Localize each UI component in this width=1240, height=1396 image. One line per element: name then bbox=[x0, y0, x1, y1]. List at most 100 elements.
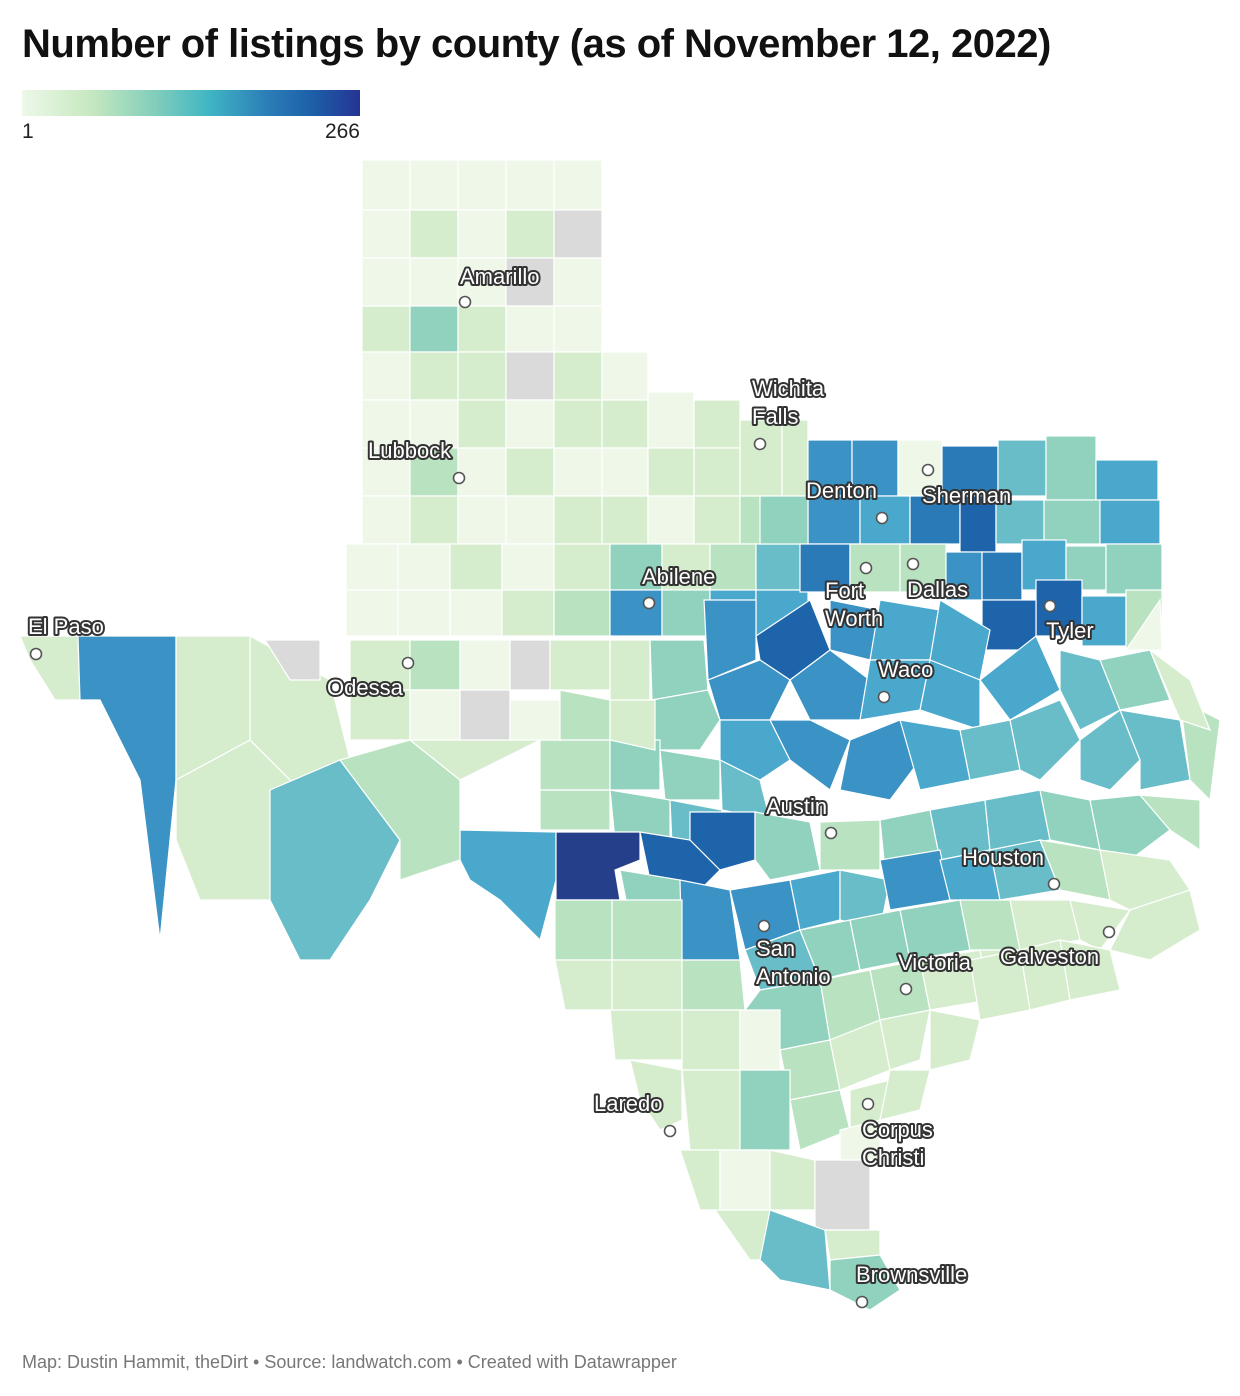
city-label-line: Corpus bbox=[862, 1117, 933, 1142]
county-22 bbox=[409, 351, 459, 401]
city-label-waco: Waco bbox=[878, 657, 933, 682]
county-50 bbox=[693, 495, 741, 545]
county-212 bbox=[929, 1009, 981, 1071]
city-marker-austin bbox=[824, 826, 838, 840]
county-105 bbox=[707, 659, 791, 721]
county-118 bbox=[1009, 699, 1081, 781]
county-216 bbox=[1124, 598, 1163, 651]
county-77 bbox=[1045, 435, 1097, 501]
city-label-line: Abilene bbox=[642, 564, 715, 589]
county-46 bbox=[647, 447, 695, 497]
county-182 bbox=[611, 959, 683, 1011]
city-label-line: Brownsville bbox=[856, 1262, 967, 1287]
county-176 bbox=[459, 689, 511, 741]
city-label-line: Antonio bbox=[756, 964, 831, 989]
county-205 bbox=[759, 1209, 831, 1291]
county-62 bbox=[345, 589, 399, 637]
city-marker-brownsville bbox=[855, 1295, 869, 1309]
county-21 bbox=[361, 351, 411, 401]
county-40 bbox=[553, 495, 603, 545]
county-121 bbox=[1179, 698, 1221, 802]
county-89 bbox=[899, 543, 947, 593]
county-61 bbox=[709, 543, 757, 591]
city-label-houston: Houston bbox=[962, 845, 1044, 870]
county-58 bbox=[553, 543, 611, 591]
county-56 bbox=[449, 543, 503, 591]
city-marker-wichita-falls bbox=[753, 437, 767, 451]
city-marker-houston bbox=[1047, 877, 1061, 891]
city-marker-sherman bbox=[921, 463, 935, 477]
city-label-line: Houston bbox=[962, 845, 1044, 870]
county-43 bbox=[601, 447, 649, 497]
city-marker-san-antonio bbox=[757, 919, 771, 933]
county-85 bbox=[1099, 499, 1161, 545]
county-117 bbox=[959, 719, 1021, 781]
county-59 bbox=[609, 543, 663, 591]
county-19 bbox=[505, 305, 555, 353]
county-214 bbox=[839, 1119, 881, 1161]
county-171 bbox=[509, 639, 551, 691]
city-label-line: Fort bbox=[825, 578, 864, 603]
county-88 bbox=[849, 543, 901, 593]
county-122 bbox=[539, 739, 611, 791]
county-2 bbox=[409, 159, 459, 211]
county-18 bbox=[457, 305, 507, 353]
county-78 bbox=[1095, 459, 1159, 501]
county-180 bbox=[263, 639, 321, 681]
county-73 bbox=[851, 439, 899, 497]
county-161 bbox=[77, 635, 177, 941]
city-label-line: Laredo bbox=[594, 1091, 663, 1116]
county-30 bbox=[553, 399, 603, 449]
city-marker-laredo bbox=[663, 1124, 677, 1138]
county-79 bbox=[807, 495, 861, 545]
county-63 bbox=[397, 589, 451, 637]
legend-max-label: 266 bbox=[324, 120, 360, 143]
county-173 bbox=[609, 639, 651, 701]
county-194 bbox=[879, 1009, 931, 1071]
city-marker-abilene bbox=[642, 596, 656, 610]
county-139 bbox=[1089, 794, 1171, 861]
county-190 bbox=[681, 1009, 741, 1071]
city-marker-lubbock bbox=[452, 471, 466, 485]
county-94 bbox=[1105, 543, 1163, 595]
county-111 bbox=[1099, 649, 1171, 711]
county-1 bbox=[361, 159, 411, 211]
city-label-abilene: Abilene bbox=[642, 564, 715, 589]
county-175 bbox=[409, 689, 461, 741]
county-151 bbox=[554, 899, 613, 961]
city-label-line: Falls bbox=[752, 404, 798, 429]
county-54 bbox=[345, 543, 399, 591]
county-131 bbox=[639, 831, 721, 891]
city-label-line: Odessa bbox=[327, 675, 404, 700]
county-207 bbox=[829, 1254, 901, 1311]
city-label-line: Austin bbox=[766, 794, 827, 819]
city-label-fort-worth: Fort Worth bbox=[825, 578, 883, 631]
city-marker-amarillo bbox=[458, 295, 472, 309]
city-marker-galveston bbox=[1102, 925, 1116, 939]
county-17 bbox=[409, 305, 459, 353]
city-label-line: Dallas bbox=[907, 577, 968, 602]
county-160 bbox=[19, 635, 81, 701]
county-8 bbox=[457, 209, 507, 259]
county-47 bbox=[647, 495, 695, 545]
county-169 bbox=[409, 639, 461, 691]
county-133 bbox=[754, 811, 821, 881]
city-marker-tyler bbox=[1043, 599, 1057, 613]
city-label-el-paso: El Paso bbox=[28, 614, 104, 639]
city-label-line: Victoria bbox=[898, 950, 972, 975]
county-23 bbox=[457, 351, 507, 401]
city-label-line: Denton bbox=[806, 478, 877, 503]
city-marker-victoria bbox=[899, 982, 913, 996]
county-55 bbox=[397, 543, 451, 591]
city-label-victoria: Victoria bbox=[898, 950, 972, 975]
county-35 bbox=[553, 447, 603, 497]
county-53 bbox=[781, 419, 809, 497]
county-82 bbox=[959, 495, 997, 553]
city-marker-fort-worth bbox=[859, 561, 873, 575]
county-113 bbox=[719, 719, 791, 781]
county-25 bbox=[553, 351, 603, 401]
legend-min-label: 1 bbox=[22, 120, 34, 143]
city-marker-corpus-christi bbox=[861, 1097, 875, 1111]
county-5 bbox=[553, 159, 603, 211]
county-215 bbox=[1148, 648, 1212, 731]
